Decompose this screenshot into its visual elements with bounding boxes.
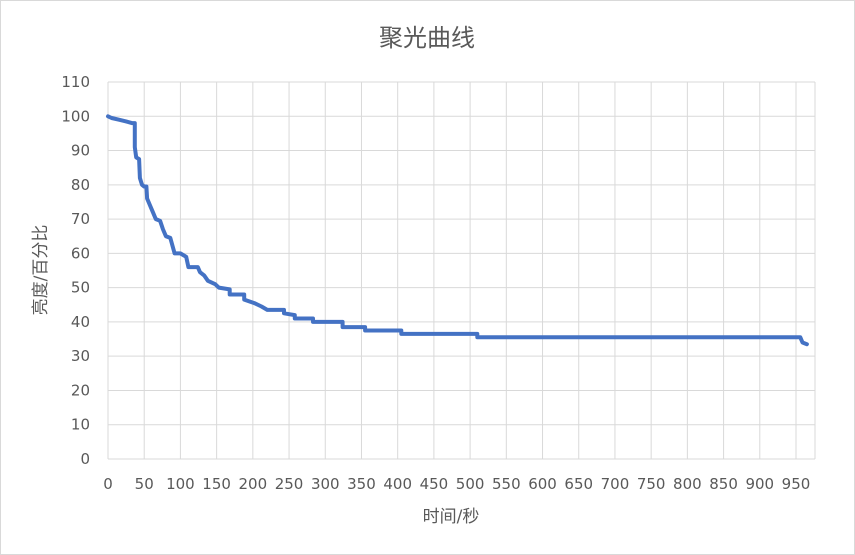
y-axis-ticks: 0 10 20 30 40 50 60 70 80 90 100 110 [61, 73, 90, 468]
x-tick-label: 900 [745, 475, 774, 493]
y-tick-label: 20 [71, 381, 90, 399]
y-tick-label: 110 [61, 73, 90, 91]
x-tick-label: 150 [202, 475, 231, 493]
vertical-gridlines [107, 82, 816, 459]
x-tick-label: 0 [103, 475, 113, 493]
x-tick-label: 400 [383, 475, 412, 493]
x-tick-label: 450 [420, 475, 449, 493]
x-tick-label: 700 [601, 475, 630, 493]
x-axis-label: 时间/秒 [423, 507, 480, 527]
y-tick-label: 80 [71, 176, 90, 194]
x-tick-label: 800 [673, 475, 702, 493]
y-axis-label: 亮度/百分比 [31, 225, 51, 316]
brightness-series-line [106, 114, 809, 347]
y-tick-label: 60 [71, 244, 90, 262]
x-tick-label: 300 [311, 475, 340, 493]
x-tick-label: 500 [456, 475, 485, 493]
y-tick-label: 10 [71, 416, 90, 434]
x-tick-label: 550 [492, 475, 521, 493]
y-tick-label: 30 [71, 347, 90, 365]
x-tick-label: 850 [709, 475, 738, 493]
x-axis-ticks: 0 50 100 150 200 250 300 350 400 450 500 550 600 650 7… [103, 475, 810, 493]
chart-title: 聚光曲线 [379, 24, 475, 52]
x-tick-label: 600 [528, 475, 557, 493]
y-tick-label: 100 [61, 107, 90, 125]
x-tick-label: 50 [135, 475, 154, 493]
x-tick-label: 950 [782, 475, 811, 493]
y-tick-label: 50 [71, 279, 90, 297]
x-tick-label: 250 [275, 475, 304, 493]
y-tick-label: 90 [71, 142, 90, 160]
y-tick-label: 40 [71, 313, 90, 331]
x-tick-label: 750 [637, 475, 666, 493]
x-tick-label: 200 [239, 475, 268, 493]
horizontal-gridlines [108, 81, 815, 460]
y-tick-label: 0 [80, 450, 90, 468]
x-tick-label: 100 [166, 475, 195, 493]
y-tick-label: 70 [71, 210, 90, 228]
x-tick-label: 650 [564, 475, 593, 493]
x-tick-label: 350 [347, 475, 376, 493]
series-group [106, 114, 809, 347]
